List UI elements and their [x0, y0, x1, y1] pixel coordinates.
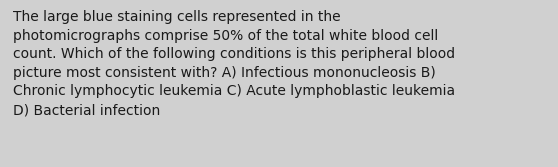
Text: The large blue staining cells represented in the
photomicrographs comprise 50% o: The large blue staining cells represente…	[13, 10, 455, 117]
